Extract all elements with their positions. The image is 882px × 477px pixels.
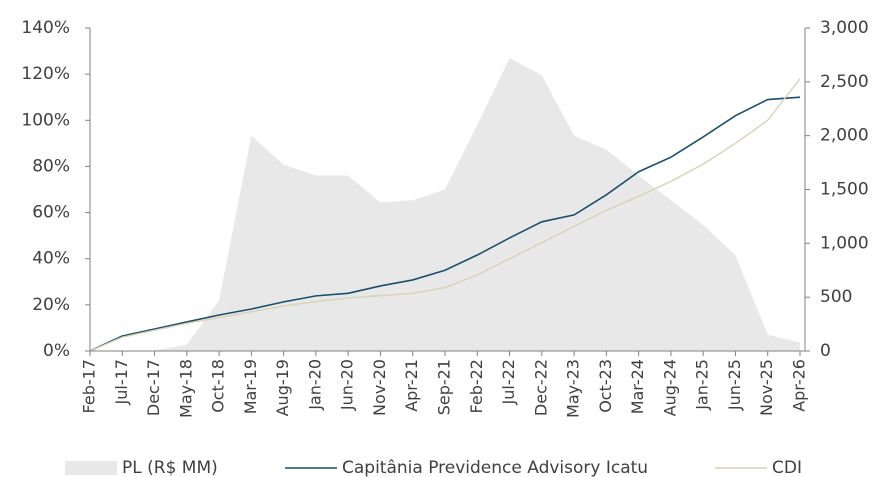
x-tick-label: Oct-18 [209,359,228,413]
y-tick-label: 20% [32,295,70,315]
x-tick-label: Mar-19 [241,359,260,414]
legend-label: Capitânia Previdence Advisory Icatu [342,458,648,477]
line [89,96,801,352]
x-tick-label: Jul-22 [499,359,518,405]
y-tick-label: 120% [21,64,70,84]
legend-label: CDI [772,458,802,477]
x-tick-label: Feb-22 [467,359,486,413]
legend-swatch [65,461,117,475]
y2-tick-label: 500 [820,287,852,307]
line [89,78,801,352]
legend-label: PL (R$ MM) [122,458,218,477]
x-tick-label: Jul-17 [112,359,131,405]
x-tick-label: Sep-21 [435,359,454,415]
x-tick-label: Jun-25 [725,359,744,411]
x-tick-label: Aug-24 [660,359,679,416]
y2-tick-label: 3,000 [820,18,869,38]
y-tick-label: 140% [21,18,70,38]
x-tick-label: May-18 [176,359,195,418]
y2-tick-label: 2,000 [820,126,869,146]
y2-tick-label: 1,500 [820,180,869,200]
y-tick-label: 80% [32,156,70,176]
x-tick-label: May-23 [564,359,583,418]
x-tick-label: Apr-21 [402,359,421,412]
x-tick-label: Jan-25 [693,359,712,411]
x-tick-label: Nov-25 [757,359,776,416]
area [90,58,800,351]
x-tick-label: Feb-17 [80,359,99,413]
y-tick-label: 40% [32,249,70,269]
y-tick-label: 0% [43,341,70,361]
y-tick-label: 100% [21,110,70,130]
y2-tick-label: 0 [820,341,831,361]
x-tick-label: Mar-24 [628,359,647,414]
y-tick-label: 60% [32,203,70,223]
x-tick-label: Jun-20 [338,359,357,411]
y2-tick-label: 2,500 [820,72,869,92]
x-tick-label: Oct-23 [596,359,615,413]
x-tick-label: Dec-22 [531,359,550,416]
x-tick-label: Jan-20 [305,359,324,411]
y2-tick-label: 1,000 [820,233,869,253]
x-tick-label: Nov-20 [370,359,389,416]
x-tick-label: Dec-17 [144,359,163,416]
x-tick-label: Aug-19 [273,359,292,416]
x-tick-label: Apr-26 [790,359,809,412]
